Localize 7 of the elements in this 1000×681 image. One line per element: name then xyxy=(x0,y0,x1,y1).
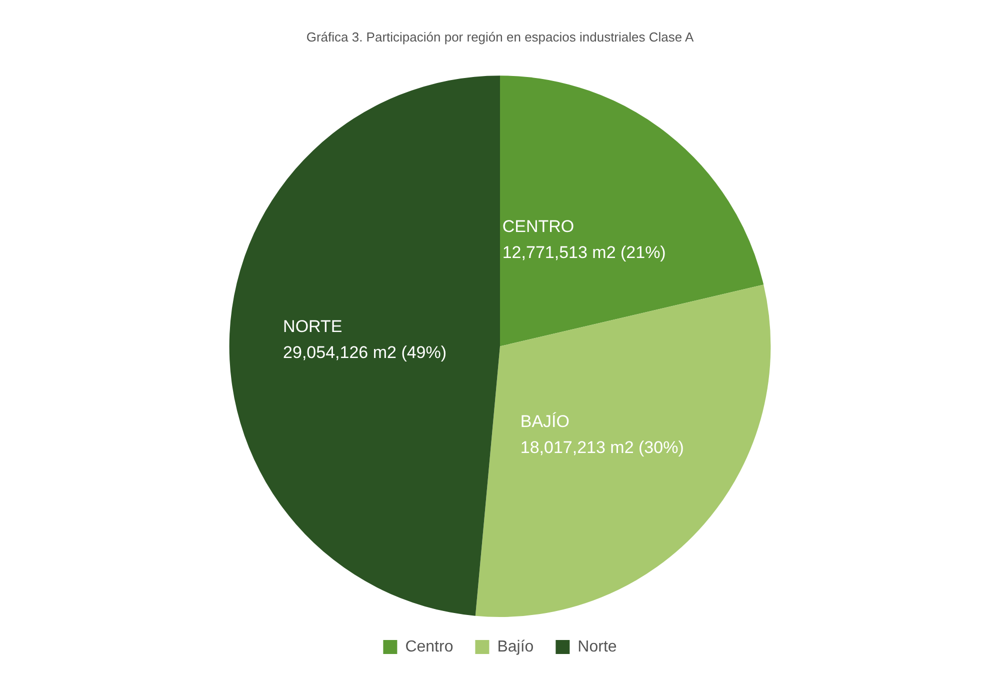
chart-title: Gráfica 3. Participación por región en espacios industriales Clase A xyxy=(306,29,694,44)
legend-label: Norte xyxy=(578,638,617,656)
data-label: CENTRO 12,771,513 m2 (21%) xyxy=(502,216,666,262)
data-label: BAJÍO 18,017,213 m2 (30%) xyxy=(520,412,684,457)
legend-label: Centro xyxy=(405,638,454,656)
legend-label: Bajío xyxy=(497,638,534,656)
data-label: NORTE 29,054,126 m2 (49%) xyxy=(283,316,447,362)
